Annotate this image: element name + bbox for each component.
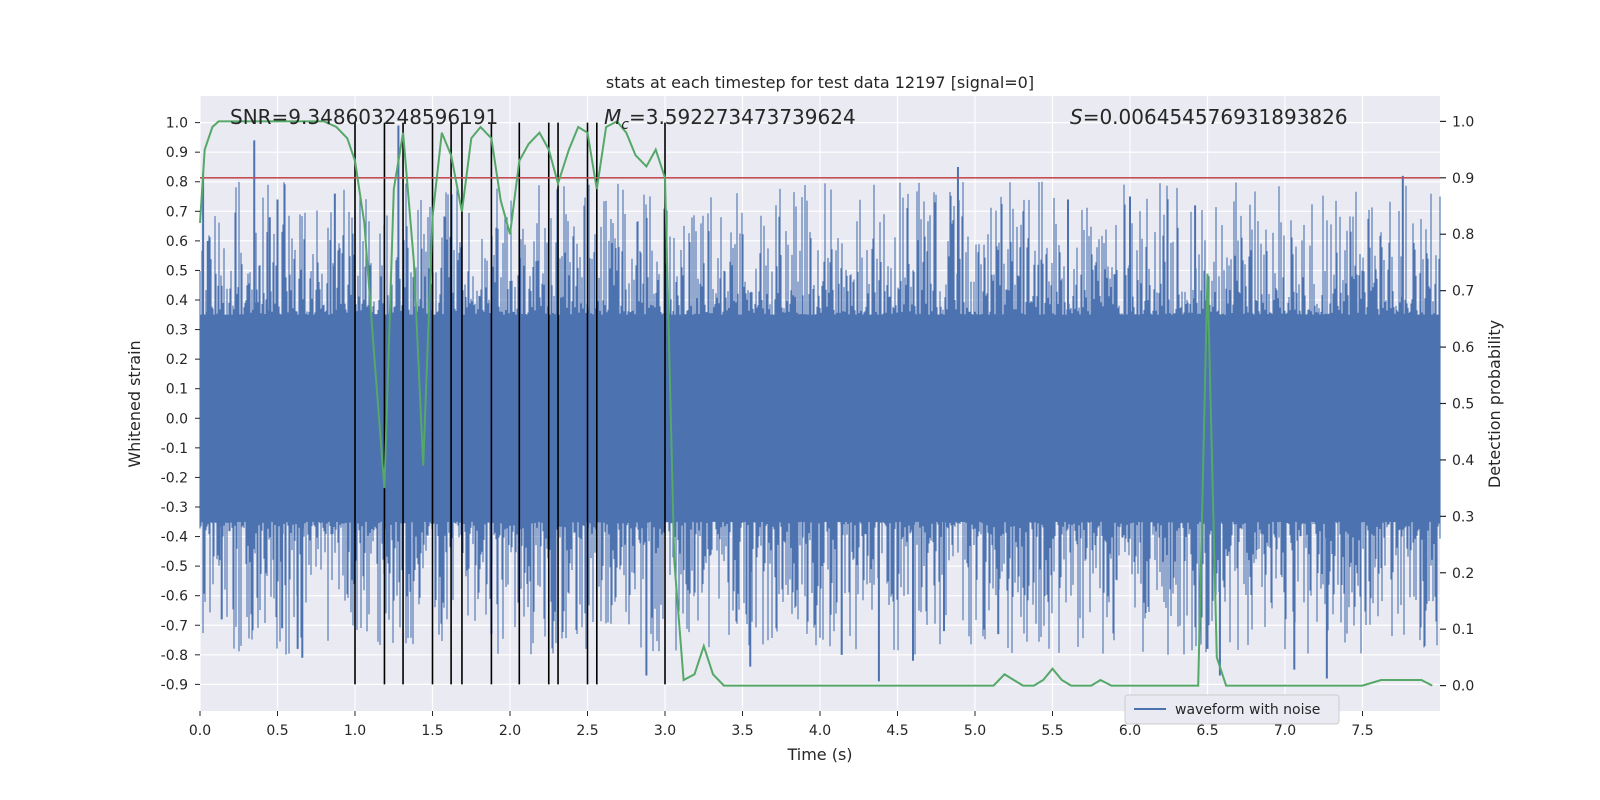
legend: waveform with noise xyxy=(1124,694,1340,725)
y-tick-right-label: 0.1 xyxy=(1452,622,1474,638)
y-tick-left-label: 0.1 xyxy=(166,382,188,398)
y-tick-left-label: -0.1 xyxy=(161,441,188,457)
y-tick-right-label: 0.2 xyxy=(1452,566,1474,582)
y-tick-right-label: 0.4 xyxy=(1452,453,1474,469)
y-tick-left-label: -0.8 xyxy=(161,648,188,664)
x-axis-label: Time (s) xyxy=(786,745,852,764)
x-tick-label: 4.5 xyxy=(886,723,908,739)
y-ticks-left: 1.0 0.9 0.8 0.7 0.6 0.5 0.4 0.3 0.2 0.1 0.0 -0.1 -0.… xyxy=(161,116,200,693)
y-tick-right-label: 0.3 xyxy=(1452,509,1474,525)
s-symbol: S xyxy=(1070,105,1083,129)
snr-annotation: SNR=9.348603248596191 xyxy=(230,105,498,129)
y-tick-right-label: 0.9 xyxy=(1452,171,1474,187)
y-tick-left-label: -0.4 xyxy=(161,530,188,546)
chart-title: stats at each timestep for test data 121… xyxy=(606,73,1034,92)
x-tick-label: 2.5 xyxy=(576,723,598,739)
chirp-mass-annotation: Mc=3.592273473739624 xyxy=(604,105,856,133)
y-axis-label-left: Whitened strain xyxy=(125,340,144,467)
y-tick-right-label: 0.7 xyxy=(1452,284,1474,300)
y-tick-left-label: 0.5 xyxy=(166,263,188,279)
s-value: =0.006454576931893826 xyxy=(1083,105,1348,129)
x-tick-label: 0.0 xyxy=(189,723,211,739)
x-tick-label: 1.5 xyxy=(421,723,443,739)
legend-label: waveform with noise xyxy=(1175,702,1320,718)
y-tick-left-label: 0.0 xyxy=(166,411,188,427)
noise-waveform xyxy=(199,125,1441,682)
y-axis-label-right: Detection probability xyxy=(1485,320,1504,488)
y-tick-right-label: 0.6 xyxy=(1452,340,1474,356)
y-tick-right-label: 0.0 xyxy=(1452,679,1474,695)
y-tick-left-label: 0.3 xyxy=(166,323,188,339)
x-tick-label: 4.0 xyxy=(809,723,831,739)
x-tick-label: 2.0 xyxy=(499,723,521,739)
mc-subscript: c xyxy=(621,117,629,133)
probability-line xyxy=(199,120,1433,687)
y-tick-right-label: 0.5 xyxy=(1452,397,1474,413)
mc-symbol: M xyxy=(604,105,621,129)
s-annotation: S=0.006454576931893826 xyxy=(1070,105,1348,129)
y-tick-left-label: -0.2 xyxy=(161,470,188,486)
y-ticks-right: 1.0 0.9 0.8 0.7 0.6 0.5 0.4 0.3 0.2 0.1 0.0 xyxy=(1440,114,1474,695)
y-tick-left-label: 0.7 xyxy=(166,204,188,220)
mc-value: =3.592273473739624 xyxy=(629,105,856,129)
y-tick-left-label: -0.9 xyxy=(161,677,188,693)
x-tick-label: 0.5 xyxy=(266,723,288,739)
x-tick-label: 7.5 xyxy=(1351,723,1373,739)
legend-box xyxy=(1124,694,1340,725)
y-tick-left-label: 0.8 xyxy=(166,175,188,191)
x-tick-label: 5.0 xyxy=(964,723,986,739)
y-tick-left-label: -0.7 xyxy=(161,618,188,634)
x-tick-label: 7.0 xyxy=(1274,723,1296,739)
y-tick-left-label: 0.9 xyxy=(166,145,188,161)
x-tick-label: 1.0 xyxy=(344,723,366,739)
x-tick-label: 5.5 xyxy=(1041,723,1063,739)
y-tick-left-label: 0.2 xyxy=(166,352,188,368)
x-tick-label: 6.0 xyxy=(1119,723,1141,739)
y-tick-right-label: 0.8 xyxy=(1452,227,1474,243)
y-tick-left-label: -0.3 xyxy=(161,500,188,516)
x-tick-label: 3.5 xyxy=(731,723,753,739)
x-tick-label: 3.0 xyxy=(654,723,676,739)
y-tick-left-label: 1.0 xyxy=(166,116,188,132)
x-tick-label: 6.5 xyxy=(1196,723,1218,739)
y-tick-left-label: 0.4 xyxy=(166,293,188,309)
y-tick-left-label: -0.6 xyxy=(161,589,188,605)
y-tick-right-label: 1.0 xyxy=(1452,114,1474,130)
y-tick-left-label: 0.6 xyxy=(166,234,188,250)
y-tick-left-label: -0.5 xyxy=(161,559,188,575)
